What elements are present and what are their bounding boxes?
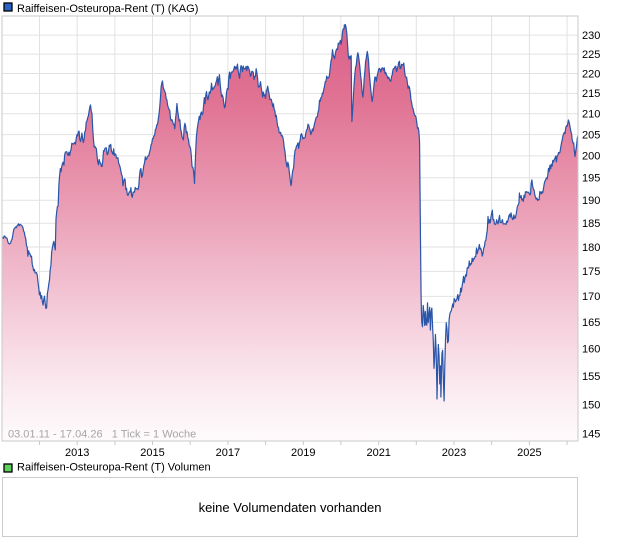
svg-text:185: 185 bbox=[582, 218, 600, 230]
svg-text:165: 165 bbox=[582, 317, 600, 329]
svg-text:230: 230 bbox=[582, 30, 600, 42]
svg-text:225: 225 bbox=[582, 49, 600, 61]
svg-text:210: 210 bbox=[582, 109, 600, 121]
svg-text:205: 205 bbox=[582, 129, 600, 141]
svg-text:Raiffeisen-Osteuropa-Rent (T): Raiffeisen-Osteuropa-Rent (T) (KAG) bbox=[17, 3, 198, 15]
svg-text:175: 175 bbox=[582, 266, 600, 278]
svg-text:2023: 2023 bbox=[442, 447, 466, 459]
svg-text:170: 170 bbox=[582, 291, 600, 303]
svg-text:155: 155 bbox=[582, 371, 600, 383]
svg-text:220: 220 bbox=[582, 68, 600, 80]
svg-text:2019: 2019 bbox=[291, 447, 315, 459]
svg-text:145: 145 bbox=[582, 429, 600, 441]
svg-text:Raiffeisen-Osteuropa-Rent (T): Raiffeisen-Osteuropa-Rent (T) Volumen bbox=[17, 462, 211, 474]
svg-text:2013: 2013 bbox=[65, 447, 89, 459]
svg-text:keine Volumendaten vorhanden: keine Volumendaten vorhanden bbox=[199, 500, 382, 515]
svg-text:2025: 2025 bbox=[517, 447, 541, 459]
svg-text:160: 160 bbox=[582, 344, 600, 356]
svg-text:180: 180 bbox=[582, 242, 600, 254]
svg-text:215: 215 bbox=[582, 88, 600, 100]
svg-text:190: 190 bbox=[582, 195, 600, 207]
svg-text:195: 195 bbox=[582, 173, 600, 185]
svg-text:2021: 2021 bbox=[366, 447, 390, 459]
svg-text:200: 200 bbox=[582, 151, 600, 163]
svg-text:2017: 2017 bbox=[216, 447, 240, 459]
svg-text:150: 150 bbox=[582, 399, 600, 411]
svg-text:03.01.11 - 17.04.26 1 Tick =: 03.01.11 - 17.04.26 1 Tick = 1 Woche bbox=[8, 429, 196, 441]
svg-text:2015: 2015 bbox=[140, 447, 164, 459]
